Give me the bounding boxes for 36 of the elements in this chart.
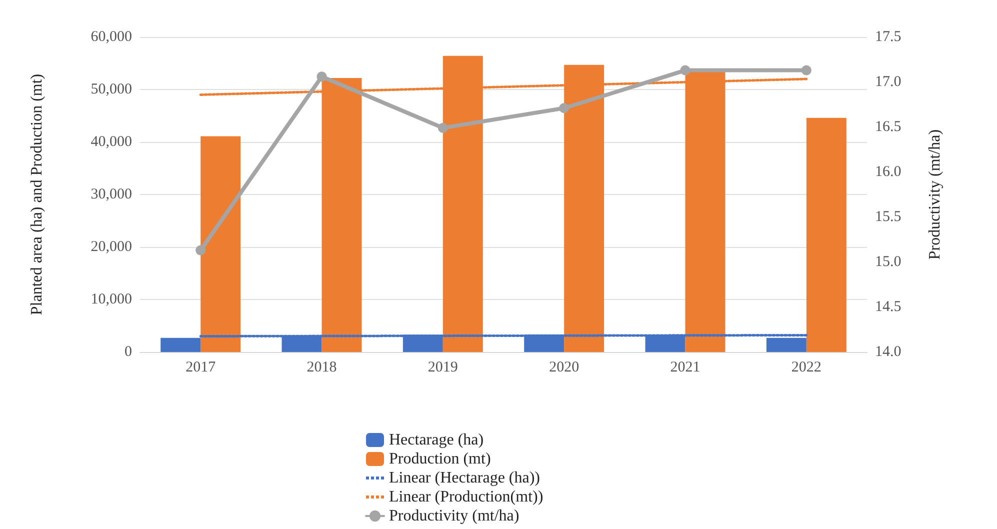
y2-tick-label: 15.5 [875,209,902,225]
y-tick-label: 20,000 [90,239,132,255]
y2-tick-label: 16.5 [875,119,902,135]
bar [200,136,241,352]
x-tick-label: 2018 [306,360,337,376]
point [316,72,327,82]
y-tick-label: 40,000 [90,134,132,150]
y-tick-label: 60,000 [90,29,132,45]
point [801,65,812,76]
y2-tick-label: 17.0 [875,74,902,90]
x-tick-label: 2020 [549,360,580,376]
y-tick-label: 10,000 [90,292,132,308]
point [196,245,206,256]
point [680,65,690,76]
y-tick-label: 0 [124,344,132,360]
y-tick-label: 50,000 [90,82,132,98]
y-axis-title: Planted area (ha) and Production (mt) [28,74,46,316]
y-tick-label: 30,000 [90,186,132,202]
x-tick-label: 2022 [791,360,822,376]
x-tick-label: 2021 [670,360,700,376]
legend-label: Productivity (mt/ha) [389,508,520,524]
legend-label: Production (mt) [389,450,491,468]
y2-axis-title: Productivity (mt/ha) [926,129,944,260]
legend-label: Hectarage (ha) [389,432,484,448]
x-tick-label: 2019 [428,360,458,376]
point [438,122,448,133]
legend-label: Linear (Hectarage (ha)) [389,470,540,486]
y2-tick-label: 16.0 [875,164,902,180]
point [559,103,570,114]
y2-tick-label: 14.0 [875,344,902,360]
legend-label: Linear (Production(mt)) [389,488,544,506]
x-tick-label: 2017 [186,360,216,376]
bar [806,118,846,352]
y2-tick-label: 14.5 [875,299,902,315]
y2-tick-label: 15.0 [875,254,902,270]
y2-tick-label: 17.5 [875,29,902,45]
